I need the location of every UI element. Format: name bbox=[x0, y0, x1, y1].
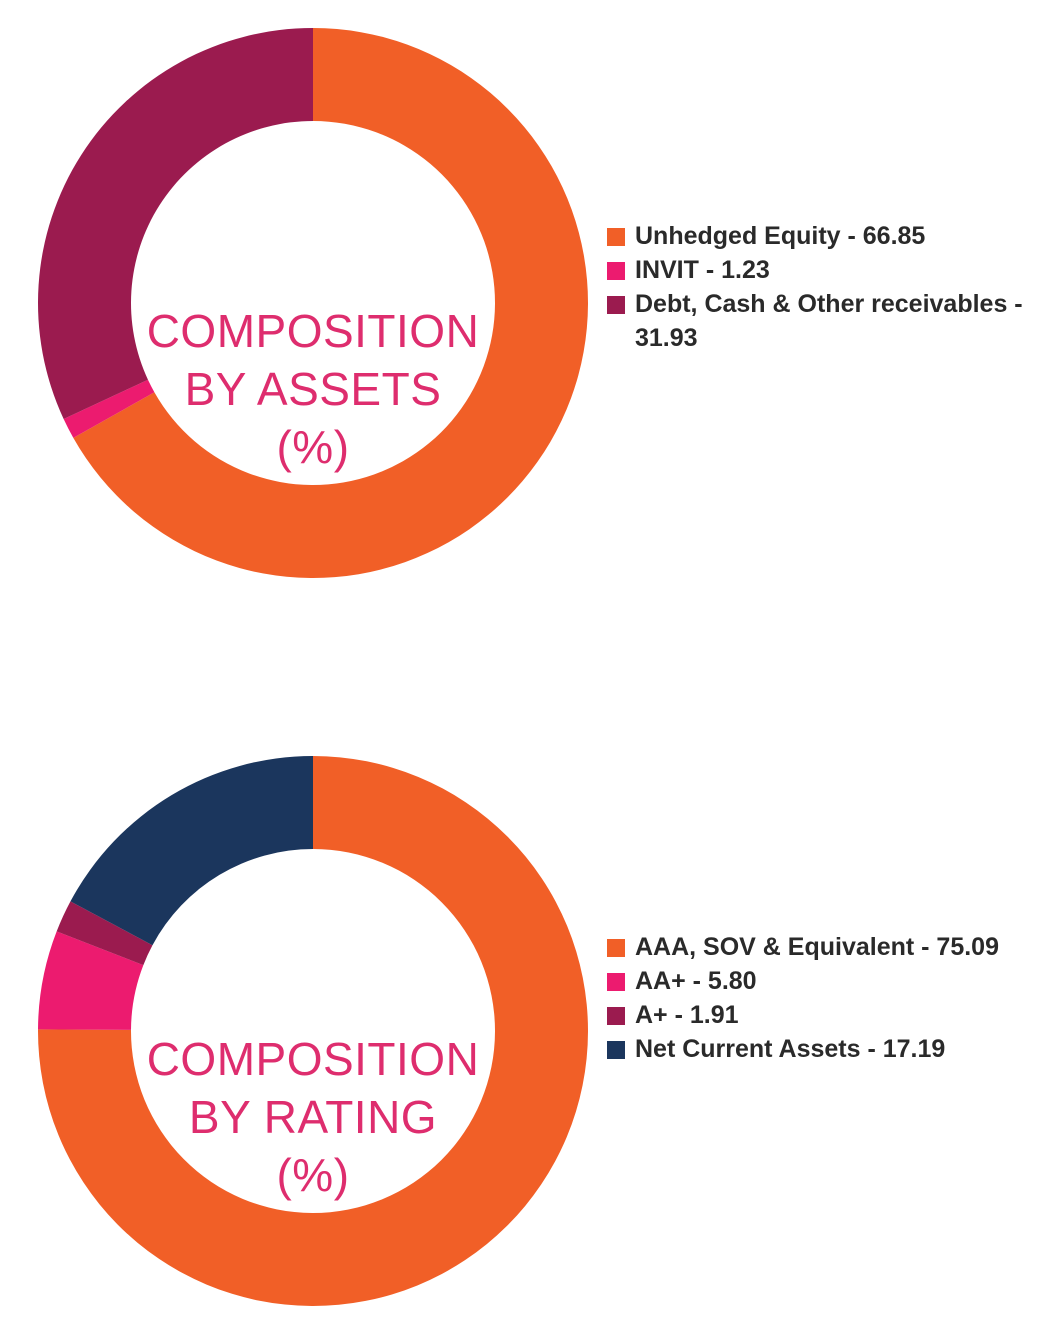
assets-chart: COMPOSITION BY ASSETS (%) Unhedged Equit… bbox=[0, 0, 1053, 600]
legend-label: A+ - 1.91 bbox=[635, 1001, 739, 1029]
legend-item-invit: INVIT - 1.23 bbox=[607, 253, 1047, 287]
legend-item-net-current-assets: Net Current Assets - 17.19 bbox=[607, 1032, 1047, 1066]
legend-swatch bbox=[607, 939, 625, 957]
assets-center-title: COMPOSITION BY ASSETS (%) bbox=[103, 302, 523, 476]
legend-item-aaa: AAA, SOV & Equivalent - 75.09 bbox=[607, 930, 1047, 964]
legend-item-debt-cash: Debt, Cash & Other receivables - 31.93 bbox=[607, 287, 1047, 355]
rating-title-line-1: COMPOSITION bbox=[146, 1033, 480, 1085]
legend-item-unhedged-equity: Unhedged Equity - 66.85 bbox=[607, 219, 1047, 253]
legend-swatch bbox=[607, 1041, 625, 1059]
rating-chart: COMPOSITION BY RATING (%) AAA, SOV & Equ… bbox=[0, 728, 1053, 1328]
assets-title-line-1: COMPOSITION bbox=[146, 305, 480, 357]
legend-label: INVIT - 1.23 bbox=[635, 256, 770, 284]
legend-label: AA+ - 5.80 bbox=[635, 967, 757, 995]
assets-title-line-3: (%) bbox=[276, 421, 350, 473]
legend-label: AAA, SOV & Equivalent - 75.09 bbox=[635, 933, 999, 961]
rating-title-line-2: BY RATING bbox=[188, 1091, 438, 1143]
legend-label: Debt, Cash & Other receivables - 31.93 bbox=[635, 290, 1023, 352]
donut-slice-1 bbox=[38, 931, 144, 1030]
donut-slice-0 bbox=[38, 756, 589, 1306]
legend-swatch bbox=[607, 973, 625, 991]
donut-slice-2 bbox=[56, 901, 153, 966]
legend-swatch bbox=[607, 1007, 625, 1025]
rating-center-title: COMPOSITION BY RATING (%) bbox=[103, 1030, 523, 1204]
legend-swatch bbox=[607, 262, 625, 280]
assets-title-line-2: BY ASSETS bbox=[184, 363, 442, 415]
rating-donut bbox=[38, 756, 589, 1306]
legend-item-aa-plus: AA+ - 5.80 bbox=[607, 964, 1047, 998]
donut-slice-2 bbox=[37, 28, 313, 419]
donut-slice-0 bbox=[73, 28, 589, 578]
assets-donut bbox=[37, 28, 589, 578]
donut-slice-1 bbox=[63, 379, 155, 438]
legend-label: Net Current Assets - 17.19 bbox=[635, 1035, 946, 1063]
legend-swatch bbox=[607, 228, 625, 246]
donut-slice-3 bbox=[70, 756, 314, 946]
legend-item-a-plus: A+ - 1.91 bbox=[607, 998, 1047, 1032]
legend-swatch bbox=[607, 296, 625, 314]
legend-label: Unhedged Equity - 66.85 bbox=[635, 222, 926, 250]
rating-title-line-3: (%) bbox=[276, 1149, 350, 1201]
assets-legend: Unhedged Equity - 66.85 INVIT - 1.23 Deb… bbox=[607, 219, 1047, 355]
rating-legend: AAA, SOV & Equivalent - 75.09 AA+ - 5.80… bbox=[607, 930, 1047, 1066]
